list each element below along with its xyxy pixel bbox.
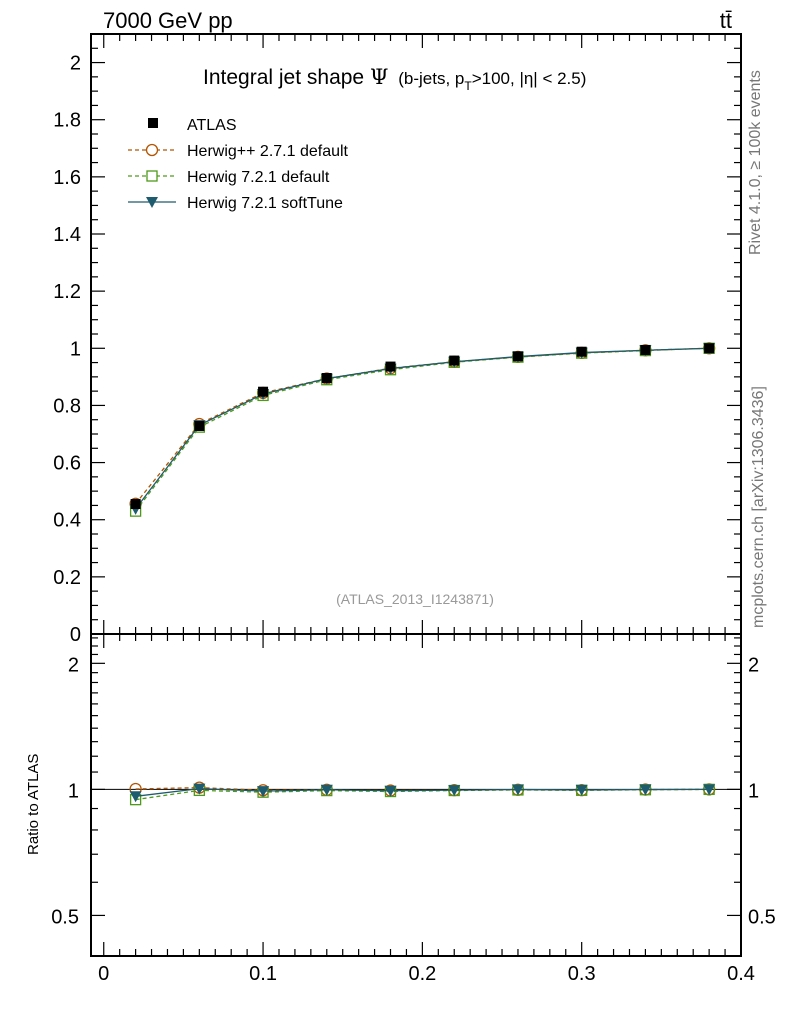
x-tick-label: 0.1 [249, 963, 277, 985]
ratio-point-herwig-7-2-1-softtune [320, 784, 333, 796]
ratio-y-tick-label-right: 2 [748, 654, 759, 676]
x-tick-label: 0.3 [568, 963, 596, 985]
legend-marker-herwig7-softtune [146, 197, 158, 208]
mcplots-label: mcplots.cern.ch [arXiv:1306.3436] [750, 386, 767, 628]
ratio-y-tick-label: 1 [68, 780, 79, 802]
legend-entry-atlas: ATLAS [148, 117, 237, 134]
legend-label-herwigpp: Herwig++ 2.7.1 default [187, 143, 349, 160]
ratio-point-herwig-7-2-1-softtune [448, 785, 461, 797]
data-point-atlas [512, 351, 523, 362]
ratio-y-label: Ratio to ATLAS [25, 754, 42, 855]
data-point-atlas [130, 499, 141, 509]
ratio-point-herwig-7-2-1-softtune [193, 783, 206, 795]
ratio-plot-area [129, 781, 716, 806]
energy-label: 7000 GeV pp [103, 8, 233, 33]
legend: ATLAS Herwig++ 2.7.1 default Herwig 7.2.… [128, 117, 349, 212]
main-y-tick-label: 0.6 [53, 453, 81, 475]
legend-marker-herwig7-default [146, 170, 158, 182]
data-point-atlas [258, 386, 269, 397]
main-y-tick-label: 1.8 [53, 110, 81, 132]
data-point-atlas [194, 421, 205, 431]
ratio-point-herwig-7-2-1-softtune [639, 784, 652, 796]
main-y-tick-label: 1 [70, 338, 81, 360]
ratio-panel-frame [90, 633, 742, 957]
main-y-tick-label: 1.4 [53, 224, 81, 246]
title-text: Integral jet shape [203, 66, 364, 89]
ratio-point-herwig-7-2-1-softtune [384, 785, 397, 797]
legend-entry-herwigpp: Herwig++ 2.7.1 default [128, 143, 349, 160]
main-y-tick-label: 1.2 [53, 281, 81, 303]
x-tick-label: 0.2 [408, 963, 436, 985]
ratio-line-herwig-7-2-1-softtune [135, 787, 710, 797]
main-y-tick-label: 0 [70, 624, 81, 646]
chart-title: Integral jet shape Ψ (b-jets, pT>100, |η… [203, 65, 586, 93]
main-y-axis: 0 0.2 0.4 0.6 0.8 1 1.2 1.4 1.6 1.8 2 [53, 33, 741, 646]
main-y-tick-label: 0.2 [53, 567, 81, 589]
title-symbol: Ψ [370, 65, 388, 89]
x-tick-label: 0 [98, 963, 109, 985]
main-y-tick-label: 1.6 [53, 167, 81, 189]
title-cuts-rest: >100, |η| < 2.5) [472, 69, 587, 88]
x-tick-label: 0.4 [727, 963, 755, 985]
legend-marker-herwigpp [145, 143, 159, 157]
ratio-y-axis: 0.5 0.5 1 1 2 2 [51, 637, 776, 957]
main-plot-area [129, 342, 716, 517]
data-point-atlas [640, 345, 651, 355]
analysis-id: (ATLAS_2013_I1243871) [336, 591, 494, 607]
rivet-label: Rivet 4.1.0, ≥ 100k events [747, 70, 764, 255]
ratio-point-herwig-7-2-1-softtune [575, 784, 588, 796]
series-line-herwig-2-7-1-default [135, 347, 710, 505]
ratio-point-herwig-7-2-1-softtune [257, 786, 270, 798]
legend-marker-atlas [148, 118, 158, 128]
ratio-y-tick-label-right: 0.5 [748, 906, 776, 928]
ratio-y-tick-label: 0.5 [51, 906, 79, 928]
title-cuts-sub: T [464, 79, 472, 93]
data-point-atlas [385, 361, 396, 372]
main-y-tick-label: 2 [70, 53, 81, 75]
legend-label-atlas: ATLAS [187, 117, 237, 134]
x-axis: 0 0.1 0.2 0.3 0.4 [98, 34, 755, 985]
ratio-y-tick-label-right: 1 [748, 780, 759, 802]
legend-entry-herwig7-softtune: Herwig 7.2.1 softTune [128, 195, 343, 212]
legend-label-herwig7-softtune: Herwig 7.2.1 softTune [187, 195, 343, 212]
data-point-atlas [576, 346, 587, 357]
series-line-herwig-7-2-1-default [135, 347, 710, 512]
ratio-point-herwig-7-2-1-softtune [703, 784, 716, 796]
ratio-y-tick-label: 2 [68, 654, 79, 676]
data-point-atlas [321, 373, 332, 383]
main-y-tick-label: 0.4 [53, 510, 81, 532]
legend-entry-herwig7-default: Herwig 7.2.1 default [128, 169, 330, 186]
series-line-herwig-7-2-1-softtune [135, 347, 710, 510]
svg-text:Integral jet shape Ψ: Integral jet shape Ψ (b-jets, pT>100, |η… [203, 65, 586, 93]
legend-label-herwig7-default: Herwig 7.2.1 default [187, 169, 330, 186]
ratio-point-herwig-7-2-1-softtune [129, 791, 142, 803]
data-point-atlas [449, 355, 460, 366]
main-y-tick-label: 0.8 [53, 395, 81, 417]
title-cuts: (b-jets, p [398, 69, 464, 88]
ratio-point-herwig-7-2-1-softtune [511, 784, 524, 796]
process-label: tt̄ [720, 8, 732, 33]
data-point-atlas [704, 343, 715, 354]
